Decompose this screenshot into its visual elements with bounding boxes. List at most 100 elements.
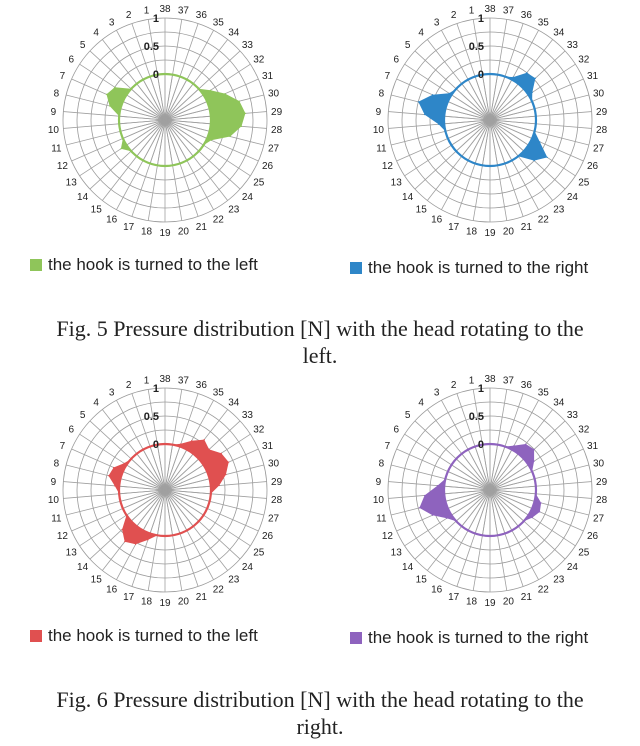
spoke-line [164,458,200,491]
data-point-23 [192,525,194,527]
category-label: 12 [57,161,69,172]
category-label: 20 [178,226,190,237]
spoke-line [445,489,491,502]
spoke-line [447,489,491,509]
category-label: 30 [593,459,605,470]
data-point-38 [164,443,166,445]
radial-tick-label: 1 [478,13,484,25]
data-point-7 [447,470,449,473]
category-label: 12 [382,531,394,542]
spoke-line [489,489,535,502]
category-label: 15 [91,204,103,215]
spoke-line [164,79,188,121]
spoke-line [445,119,491,132]
data-point-19 [489,535,491,537]
category-label: 4 [93,28,99,39]
category-label: 19 [484,598,496,609]
spoke-line [474,119,491,164]
legend-fig5-right: the hook is turned to the right [350,258,588,278]
category-label: 26 [587,531,599,542]
data-point-29 [244,112,247,114]
category-label: 14 [77,192,89,203]
category-label: 24 [242,192,254,203]
data-point-27 [540,502,542,504]
spoke-line [489,478,535,491]
spoke-line [122,119,166,139]
category-label: 35 [538,387,550,398]
data-point-37 [496,444,499,446]
category-label: 3 [109,387,115,398]
category-label: 13 [391,547,403,558]
spoke-line [489,101,533,121]
category-label: 17 [448,592,460,603]
category-label: 37 [178,376,190,387]
data-point-32 [209,89,212,91]
spoke-line [164,489,173,536]
category-label: 19 [159,228,171,239]
data-point-30 [533,478,536,480]
spoke-line [489,489,513,531]
spoke-line [119,115,166,121]
data-point-19 [489,165,491,167]
spoke-line [119,119,166,125]
spoke-line [489,74,498,121]
data-point-22 [186,159,188,162]
data-point-20 [496,534,499,536]
category-label: 26 [262,161,274,172]
category-label: 31 [587,71,599,82]
category-label: 14 [402,562,414,573]
spoke-line [444,485,491,491]
spoke-line [136,453,166,491]
data-point-1 [481,74,484,76]
category-label: 37 [503,6,515,17]
spoke-line [489,119,525,152]
radial-tick-label: 1 [478,383,484,395]
category-label: 4 [418,28,424,39]
data-point-37 [171,444,174,446]
category-label: 10 [48,495,60,506]
spoke-line [489,489,498,536]
category-label: 27 [593,143,605,154]
category-label: 37 [178,6,190,17]
data-point-5 [455,88,457,90]
category-label: 5 [80,40,86,51]
data-point-6 [114,86,116,88]
spoke-line [130,458,166,491]
spoke-line [489,119,519,157]
data-point-34 [192,83,194,85]
data-point-31 [531,100,533,103]
radial-tick-label: 1 [153,13,159,25]
category-label: 7 [60,441,66,452]
data-point-30 [238,100,241,102]
spoke-line [164,119,211,125]
data-point-23 [517,155,519,157]
category-label: 2 [126,10,132,21]
data-point-24 [198,520,200,522]
spoke-line [489,489,519,527]
spoke-line [157,74,166,121]
data-point-34 [203,438,205,441]
data-point-10 [118,123,120,125]
data-point-23 [192,155,194,157]
category-label: 24 [242,562,254,573]
category-label: 30 [268,89,280,100]
category-label: 21 [521,222,533,233]
legend-fig5-left: the hook is turned to the left [30,255,258,275]
data-point-8 [444,478,447,480]
category-label: 17 [448,222,460,233]
data-point-25 [531,517,533,519]
spoke-line [467,449,491,491]
spoke-line [489,83,519,121]
radial-tick-label: 0 [153,439,159,451]
data-point-31 [224,93,226,95]
spoke-line [164,489,210,502]
category-label: 26 [587,161,599,172]
category-label: 4 [93,398,99,409]
spoke-line [164,119,188,161]
data-point-1 [156,74,159,76]
category-label: 30 [593,89,605,100]
data-point-17 [147,539,149,541]
data-point-29 [535,485,537,487]
data-point-11 [119,130,122,132]
